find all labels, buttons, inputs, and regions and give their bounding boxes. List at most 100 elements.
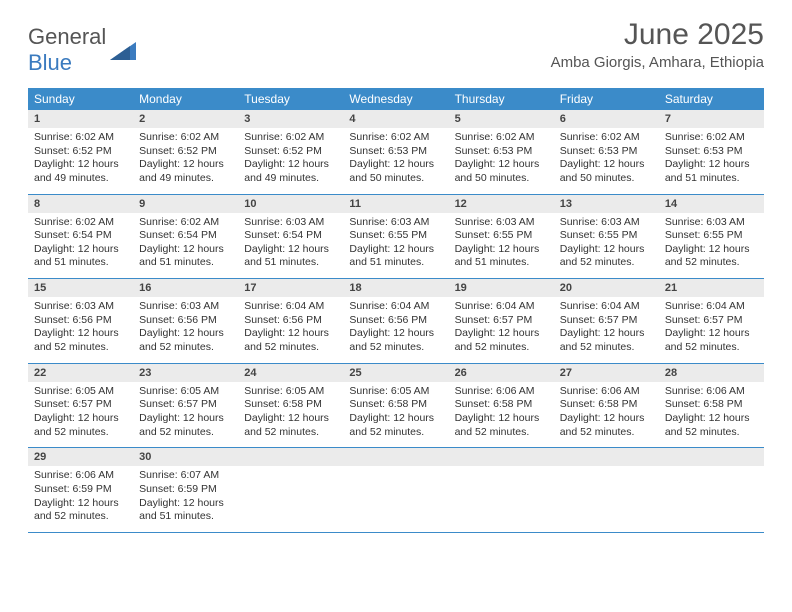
day-cell: Sunrise: 6:03 AMSunset: 6:56 PMDaylight:… <box>28 297 133 363</box>
dow-header: Tuesday <box>238 88 343 110</box>
day-cell: Sunrise: 6:06 AMSunset: 6:58 PMDaylight:… <box>659 382 764 448</box>
day-number: 13 <box>554 195 659 213</box>
day-number: 19 <box>449 279 554 297</box>
daylight-line: Daylight: 12 hours and 52 minutes. <box>34 327 127 354</box>
dow-header: Monday <box>133 88 238 110</box>
day-cell: Sunrise: 6:02 AMSunset: 6:53 PMDaylight:… <box>343 128 448 194</box>
day-cell: Sunrise: 6:06 AMSunset: 6:58 PMDaylight:… <box>449 382 554 448</box>
sunset-line: Sunset: 6:54 PM <box>34 229 127 243</box>
sunrise-line: Sunrise: 6:05 AM <box>349 385 442 399</box>
day-number: 27 <box>554 364 659 382</box>
daylight-line: Daylight: 12 hours and 52 minutes. <box>34 412 127 439</box>
day-cell: Sunrise: 6:06 AMSunset: 6:59 PMDaylight:… <box>28 466 133 532</box>
sunset-line: Sunset: 6:59 PM <box>34 483 127 497</box>
sunset-line: Sunset: 6:57 PM <box>139 398 232 412</box>
sunrise-line: Sunrise: 6:06 AM <box>34 469 127 483</box>
day-number: 24 <box>238 364 343 382</box>
daylight-line: Daylight: 12 hours and 51 minutes. <box>665 158 758 185</box>
sunset-line: Sunset: 6:54 PM <box>244 229 337 243</box>
sunset-line: Sunset: 6:53 PM <box>349 145 442 159</box>
day-number: 20 <box>554 279 659 297</box>
sunrise-line: Sunrise: 6:04 AM <box>455 300 548 314</box>
day-cell: Sunrise: 6:03 AMSunset: 6:55 PMDaylight:… <box>554 213 659 279</box>
daylight-line: Daylight: 12 hours and 51 minutes. <box>34 243 127 270</box>
sunset-line: Sunset: 6:56 PM <box>349 314 442 328</box>
day-cell: Sunrise: 6:05 AMSunset: 6:58 PMDaylight:… <box>238 382 343 448</box>
logo-word1: General <box>28 24 106 49</box>
day-cell: Sunrise: 6:03 AMSunset: 6:56 PMDaylight:… <box>133 297 238 363</box>
sunrise-line: Sunrise: 6:04 AM <box>244 300 337 314</box>
day-cell: Sunrise: 6:07 AMSunset: 6:59 PMDaylight:… <box>133 466 238 532</box>
day-cell: Sunrise: 6:03 AMSunset: 6:55 PMDaylight:… <box>449 213 554 279</box>
sunrise-line: Sunrise: 6:02 AM <box>455 131 548 145</box>
sunset-line: Sunset: 6:52 PM <box>34 145 127 159</box>
sunset-line: Sunset: 6:54 PM <box>139 229 232 243</box>
sunrise-line: Sunrise: 6:02 AM <box>560 131 653 145</box>
daynum-row: 15161718192021 <box>28 279 764 297</box>
daylight-line: Daylight: 12 hours and 52 minutes. <box>455 412 548 439</box>
daylight-line: Daylight: 12 hours and 52 minutes. <box>560 412 653 439</box>
daylight-line: Daylight: 12 hours and 52 minutes. <box>560 243 653 270</box>
day-cell: Sunrise: 6:04 AMSunset: 6:57 PMDaylight:… <box>554 297 659 363</box>
day-cell: Sunrise: 6:04 AMSunset: 6:57 PMDaylight:… <box>659 297 764 363</box>
day-cell: Sunrise: 6:03 AMSunset: 6:55 PMDaylight:… <box>343 213 448 279</box>
daybody-row: Sunrise: 6:02 AMSunset: 6:54 PMDaylight:… <box>28 213 764 279</box>
sunrise-line: Sunrise: 6:04 AM <box>560 300 653 314</box>
day-number: 22 <box>28 364 133 382</box>
sunset-line: Sunset: 6:52 PM <box>244 145 337 159</box>
sunset-line: Sunset: 6:58 PM <box>560 398 653 412</box>
day-number: 29 <box>28 448 133 466</box>
sunrise-line: Sunrise: 6:03 AM <box>560 216 653 230</box>
day-cell: Sunrise: 6:06 AMSunset: 6:58 PMDaylight:… <box>554 382 659 448</box>
day-cell: Sunrise: 6:03 AMSunset: 6:54 PMDaylight:… <box>238 213 343 279</box>
sunrise-line: Sunrise: 6:02 AM <box>349 131 442 145</box>
sunrise-line: Sunrise: 6:05 AM <box>244 385 337 399</box>
location-text: Amba Giorgis, Amhara, Ethiopia <box>551 54 764 71</box>
day-number: 21 <box>659 279 764 297</box>
sunrise-line: Sunrise: 6:07 AM <box>139 469 232 483</box>
logo-word2: Blue <box>28 50 72 75</box>
daybody-row: Sunrise: 6:03 AMSunset: 6:56 PMDaylight:… <box>28 297 764 363</box>
daylight-line: Daylight: 12 hours and 52 minutes. <box>244 327 337 354</box>
day-cell: Sunrise: 6:04 AMSunset: 6:56 PMDaylight:… <box>343 297 448 363</box>
day-number: 28 <box>659 364 764 382</box>
sunset-line: Sunset: 6:56 PM <box>139 314 232 328</box>
header: General Blue June 2025 Amba Giorgis, Amh… <box>28 18 764 76</box>
sunrise-line: Sunrise: 6:05 AM <box>34 385 127 399</box>
sunset-line: Sunset: 6:57 PM <box>665 314 758 328</box>
day-cell <box>238 466 343 532</box>
daylight-line: Daylight: 12 hours and 50 minutes. <box>349 158 442 185</box>
day-number <box>554 448 659 466</box>
daylight-line: Daylight: 12 hours and 51 minutes. <box>139 243 232 270</box>
daylight-line: Daylight: 12 hours and 52 minutes. <box>560 327 653 354</box>
daylight-line: Daylight: 12 hours and 49 minutes. <box>139 158 232 185</box>
day-number: 3 <box>238 110 343 128</box>
day-number: 5 <box>449 110 554 128</box>
day-number: 26 <box>449 364 554 382</box>
daylight-line: Daylight: 12 hours and 52 minutes. <box>665 243 758 270</box>
day-number: 25 <box>343 364 448 382</box>
day-number: 6 <box>554 110 659 128</box>
sunset-line: Sunset: 6:58 PM <box>455 398 548 412</box>
day-cell <box>343 466 448 532</box>
dow-header: Thursday <box>449 88 554 110</box>
dow-header: Friday <box>554 88 659 110</box>
sunset-line: Sunset: 6:57 PM <box>34 398 127 412</box>
sunrise-line: Sunrise: 6:02 AM <box>244 131 337 145</box>
week-row: 22232425262728Sunrise: 6:05 AMSunset: 6:… <box>28 364 764 449</box>
sunset-line: Sunset: 6:57 PM <box>560 314 653 328</box>
daylight-line: Daylight: 12 hours and 51 minutes. <box>244 243 337 270</box>
dow-header: Sunday <box>28 88 133 110</box>
daylight-line: Daylight: 12 hours and 51 minutes. <box>349 243 442 270</box>
day-number: 11 <box>343 195 448 213</box>
day-cell: Sunrise: 6:02 AMSunset: 6:53 PMDaylight:… <box>554 128 659 194</box>
dow-header: Saturday <box>659 88 764 110</box>
day-cell: Sunrise: 6:02 AMSunset: 6:54 PMDaylight:… <box>28 213 133 279</box>
daylight-line: Daylight: 12 hours and 52 minutes. <box>455 327 548 354</box>
sunset-line: Sunset: 6:58 PM <box>349 398 442 412</box>
week-row: 2930Sunrise: 6:06 AMSunset: 6:59 PMDayli… <box>28 448 764 533</box>
day-number: 9 <box>133 195 238 213</box>
sunrise-line: Sunrise: 6:03 AM <box>455 216 548 230</box>
sunset-line: Sunset: 6:52 PM <box>139 145 232 159</box>
day-number: 23 <box>133 364 238 382</box>
